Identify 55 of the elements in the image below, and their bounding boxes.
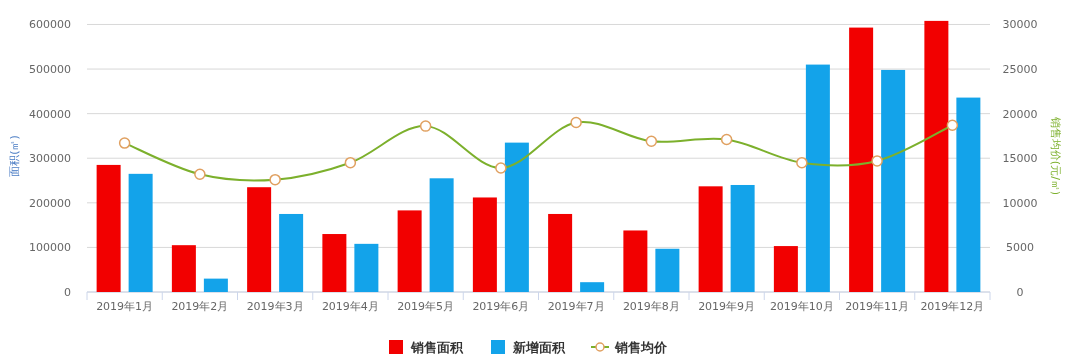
bar — [472, 197, 497, 292]
y-axis-title: 面积(㎡) — [8, 135, 21, 177]
x-tick-label: 2019年5月 — [397, 300, 455, 313]
bar — [354, 243, 379, 292]
x-tick-label: 2019年4月 — [321, 300, 379, 313]
bar — [171, 245, 196, 292]
bar — [805, 64, 830, 292]
y-tick-label: 500000 — [29, 63, 71, 77]
bar — [623, 230, 648, 292]
bar — [128, 173, 153, 292]
bar — [279, 213, 304, 292]
bar — [504, 142, 529, 292]
y2-tick-label: 20000 — [1002, 107, 1038, 121]
y2-tick-label: 15000 — [1002, 152, 1038, 166]
bar — [548, 213, 573, 292]
x-tick-label: 2019年3月 — [246, 300, 304, 313]
y2-tick-label: 5000 — [1006, 241, 1034, 255]
x-tick-label: 2019年8月 — [622, 300, 680, 313]
y-tick-label: 0 — [64, 286, 71, 299]
y-tick-label: 100000 — [29, 241, 71, 255]
bar — [849, 27, 874, 292]
x-tick-label: 2019年9月 — [698, 300, 756, 313]
bar — [322, 234, 347, 292]
x-tick-label: 2019年11月 — [845, 300, 910, 313]
bar — [96, 164, 121, 292]
bar — [580, 282, 605, 292]
legend-label: 销售面积 — [410, 340, 464, 355]
bar — [730, 184, 755, 292]
bar — [655, 248, 680, 292]
bar — [881, 69, 906, 292]
bar — [247, 187, 272, 292]
x-tick-label: 2019年7月 — [547, 300, 605, 313]
y-tick-label: 300000 — [29, 152, 71, 166]
x-tick-label: 2019年1月 — [96, 300, 154, 313]
bar — [397, 210, 422, 292]
y-tick-label: 200000 — [29, 196, 71, 210]
x-tick-label: 2019年10月 — [769, 300, 834, 313]
legend-label: 新增面积 — [512, 340, 566, 355]
x-tick-label: 2019年2月 — [171, 300, 229, 313]
y2-tick-label: 10000 — [1002, 196, 1038, 210]
legend-label: 销售均价 — [614, 340, 668, 355]
bar — [956, 97, 981, 292]
y-tick-label: 600000 — [29, 18, 71, 32]
bar — [698, 186, 723, 292]
bar — [773, 246, 798, 292]
y2-axis-title: 销售均价(元/㎡) — [1049, 115, 1062, 196]
y2-tick-label: 25000 — [1002, 63, 1038, 77]
x-tick-label: 2019年12月 — [920, 300, 985, 313]
y2-tick-label: 30000 — [1002, 18, 1038, 32]
bar — [429, 178, 454, 292]
y2-tick-label: 0 — [1016, 286, 1024, 299]
bar — [924, 20, 949, 292]
bar — [203, 278, 228, 292]
y-tick-label: 400000 — [29, 107, 71, 121]
x-tick-label: 2019年6月 — [472, 300, 530, 313]
